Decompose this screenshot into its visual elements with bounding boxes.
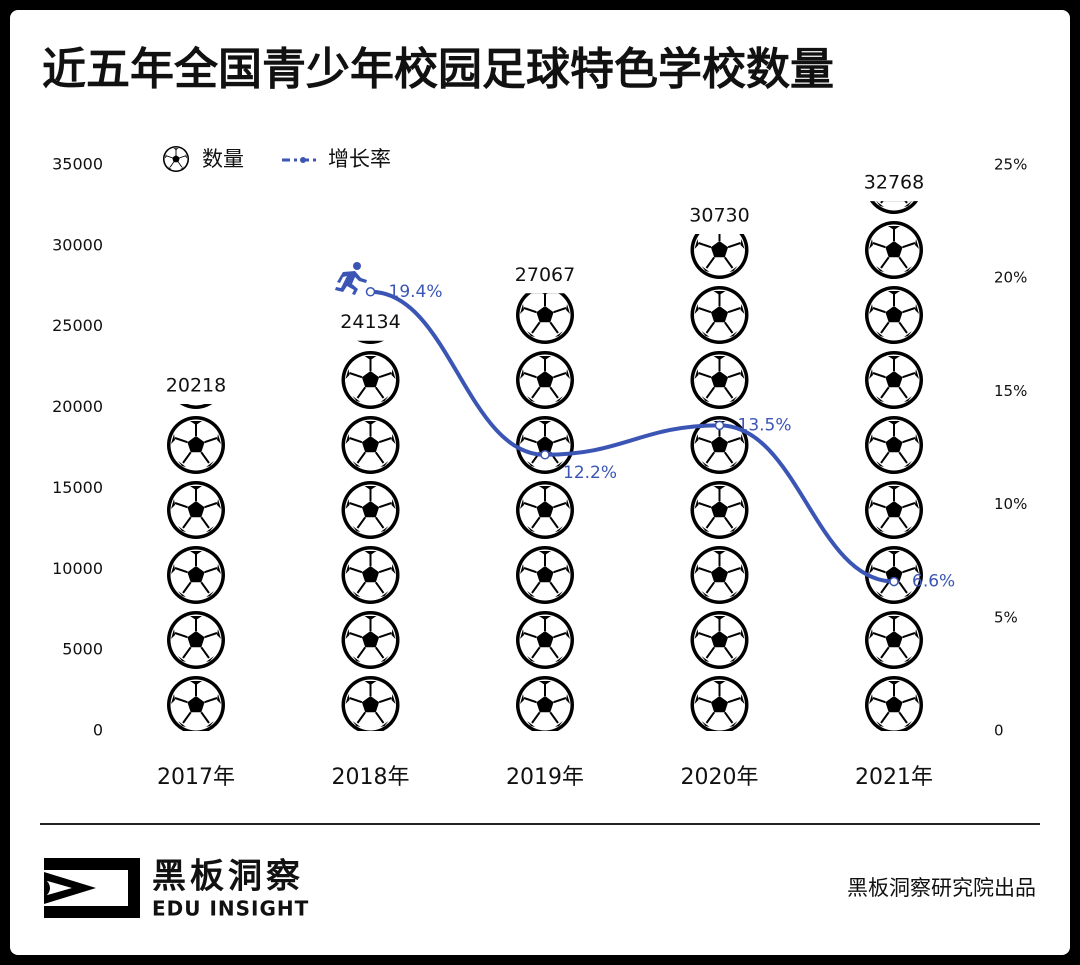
y2-tick-label: 5% xyxy=(994,608,1018,626)
runner-icon xyxy=(335,262,367,295)
ball xyxy=(515,350,575,410)
legend-icon xyxy=(300,157,306,163)
y-tick-label: 10000 xyxy=(52,559,103,578)
ball xyxy=(166,480,226,540)
y-tick-label: 30000 xyxy=(52,235,103,254)
ball xyxy=(689,350,750,410)
brand-name: 黑板洞察 xyxy=(152,857,304,897)
ball xyxy=(166,610,226,670)
y-tick-label: 0 xyxy=(93,721,103,740)
ball xyxy=(340,545,401,605)
growth-point xyxy=(714,420,725,431)
value-label: 32768 xyxy=(864,172,924,194)
credit: 黑板洞察研究院出品 xyxy=(847,876,1036,900)
ball xyxy=(689,285,750,345)
ball xyxy=(166,675,226,731)
ball xyxy=(340,610,401,670)
y-tick-label: 5000 xyxy=(62,640,103,659)
ball xyxy=(515,480,575,540)
ball xyxy=(864,415,924,475)
x-tick-label: 2021年 xyxy=(855,765,933,790)
ball-column xyxy=(864,201,924,732)
ball xyxy=(864,610,924,670)
ball xyxy=(515,610,575,670)
growth-point xyxy=(365,287,376,297)
growth-label: 12.2% xyxy=(563,463,617,483)
value-label: 30730 xyxy=(689,205,749,227)
ball xyxy=(340,675,401,731)
value-label: 27067 xyxy=(515,264,575,286)
logo xyxy=(44,858,140,918)
ball xyxy=(340,415,401,475)
legend: 数量 增长率 xyxy=(162,145,391,173)
ball xyxy=(864,480,924,540)
y-tick-label: 25000 xyxy=(52,316,103,335)
legend-label: 增长率 xyxy=(328,147,391,171)
growth-label: 19.4% xyxy=(389,282,443,302)
ball xyxy=(864,350,924,410)
ball xyxy=(864,285,924,345)
x-tick-label: 2018年 xyxy=(332,765,410,790)
legend-label: 数量 xyxy=(202,147,244,171)
y2-tick-label: 0 xyxy=(994,722,1004,740)
value-label: 24134 xyxy=(340,311,400,333)
ball xyxy=(166,415,226,475)
y2-tick-label: 25% xyxy=(994,156,1027,174)
ball xyxy=(515,293,575,345)
ball xyxy=(515,675,575,731)
ball xyxy=(166,545,226,605)
ball xyxy=(689,610,750,670)
brand-name-en: EDU INSIGHT xyxy=(152,897,309,921)
y-tick-label: 15000 xyxy=(52,478,103,497)
growth-point xyxy=(540,450,550,460)
y2-tick-label: 10% xyxy=(994,495,1027,513)
ball xyxy=(689,545,750,605)
ball xyxy=(689,675,750,731)
growth-label: 13.5% xyxy=(738,415,792,435)
ball xyxy=(864,220,924,280)
legend-icon xyxy=(162,145,190,173)
ball xyxy=(340,350,401,410)
y-tick-label: 35000 xyxy=(52,155,103,174)
x-tick-label: 2017年 xyxy=(157,765,235,790)
growth-line xyxy=(370,289,895,584)
y-tick-label: 20000 xyxy=(52,397,103,416)
x-tick-label: 2019年 xyxy=(506,765,584,790)
growth-point xyxy=(889,576,899,587)
value-label: 20218 xyxy=(166,375,226,397)
ball xyxy=(340,480,401,540)
y2-tick-label: 15% xyxy=(994,382,1027,400)
growth-label: 6.6% xyxy=(912,572,955,592)
x-tick-label: 2020年 xyxy=(681,765,759,790)
ball xyxy=(689,480,750,540)
chart-title: 近五年全国青少年校园足球特色学校数量 xyxy=(42,44,834,95)
ball xyxy=(864,675,924,732)
y2-tick-label: 20% xyxy=(994,269,1027,287)
ball xyxy=(515,545,575,605)
